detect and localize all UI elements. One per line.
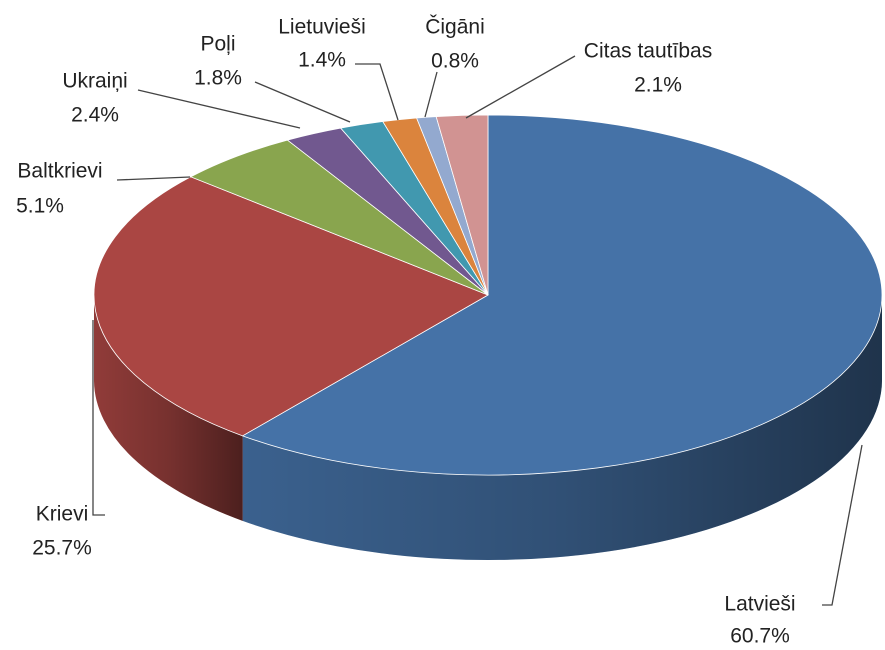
slice-label: Ukraiņi bbox=[62, 70, 127, 93]
leader-line bbox=[424, 71, 438, 118]
slice-value-label: 1.8% bbox=[194, 67, 242, 90]
slice bbox=[93, 176, 489, 437]
slice-label: Krievi bbox=[36, 503, 89, 526]
slice-side-shade bbox=[242, 295, 883, 560]
slice-value-label: 25.7% bbox=[32, 537, 92, 560]
slice-label: Poļi bbox=[200, 33, 235, 56]
leader-line bbox=[355, 63, 399, 121]
leader-line bbox=[822, 444, 863, 606]
leader-line bbox=[137, 89, 301, 129]
slice bbox=[435, 114, 489, 296]
slice-value-label: 60.7% bbox=[730, 625, 790, 648]
slice-value-label: 0.8% bbox=[431, 50, 479, 73]
leader-line bbox=[116, 176, 191, 181]
slice-value-label: 2.4% bbox=[71, 104, 119, 127]
slice-label: Lietuvieši bbox=[278, 16, 366, 39]
leader-line bbox=[465, 55, 576, 119]
slice-label: Čigāni bbox=[425, 16, 485, 39]
slice-value-label: 5.1% bbox=[16, 195, 64, 218]
slice-value-label: 1.4% bbox=[298, 49, 346, 72]
slice-side-shade bbox=[94, 295, 243, 521]
leader-line bbox=[92, 320, 105, 516]
slice-value-label: 2.1% bbox=[634, 74, 682, 97]
slice-label: Latvieši bbox=[724, 593, 795, 616]
slice-label: Citas tautības bbox=[584, 40, 712, 63]
leader-line bbox=[254, 81, 351, 123]
slice-label: Baltkrievi bbox=[17, 160, 102, 183]
slice bbox=[241, 114, 883, 476]
